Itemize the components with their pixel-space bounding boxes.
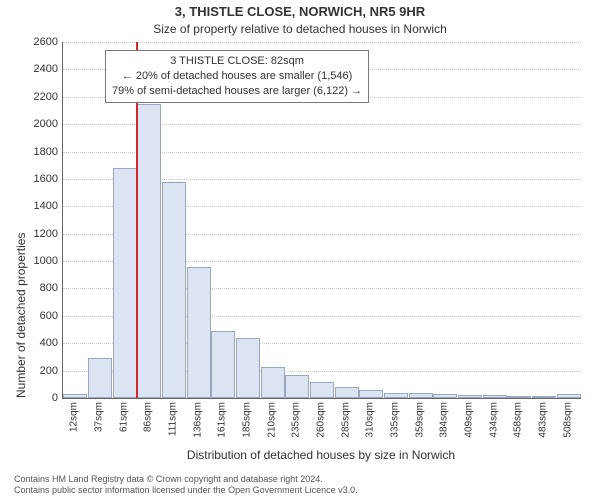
y-tick-label: 0 [18, 392, 58, 404]
y-tick-label: 200 [18, 365, 58, 377]
gridline [63, 42, 581, 43]
x-tick-label: 434sqm [488, 402, 499, 438]
histogram-bar [409, 393, 433, 398]
histogram-bar [88, 358, 112, 398]
y-tick-label: 1600 [18, 173, 58, 185]
histogram-bar [285, 375, 309, 398]
x-tick-label: 185sqm [242, 402, 253, 438]
chart-title-main: 3, THISTLE CLOSE, NORWICH, NR5 9HR [0, 4, 600, 19]
y-tick-label: 1800 [18, 146, 58, 158]
histogram-bar [483, 395, 507, 398]
y-tick-label: 2200 [18, 91, 58, 103]
histogram-bar [458, 395, 482, 398]
histogram-bar [137, 104, 161, 398]
y-tick-label: 400 [18, 337, 58, 349]
histogram-bar [433, 394, 457, 398]
histogram-bar [187, 267, 211, 398]
histogram-bar [310, 382, 334, 398]
property-annotation-box: 3 THISTLE CLOSE: 82sqm ← 20% of detached… [105, 50, 369, 103]
histogram-bar [507, 396, 531, 398]
x-tick-label: 335sqm [390, 402, 401, 438]
credits-line-1: Contains HM Land Registry data © Crown c… [14, 474, 358, 485]
x-tick-label: 61sqm [118, 402, 129, 432]
x-tick-label: 235sqm [291, 402, 302, 438]
x-tick-label: 210sqm [266, 402, 277, 438]
x-tick-label: 458sqm [513, 402, 524, 438]
annotation-line-3: 79% of semi-detached houses are larger (… [112, 84, 362, 99]
histogram-bar [384, 393, 408, 398]
histogram-bar [359, 390, 383, 398]
annotation-line-1: 3 THISTLE CLOSE: 82sqm [112, 54, 362, 69]
x-tick-label: 12sqm [69, 402, 80, 432]
x-tick-label: 310sqm [365, 402, 376, 438]
x-tick-label: 384sqm [439, 402, 450, 438]
x-tick-label: 161sqm [217, 402, 228, 438]
annotation-line-2: ← 20% of detached houses are smaller (1,… [112, 69, 362, 84]
histogram-bar [557, 394, 581, 398]
y-tick-label: 1200 [18, 228, 58, 240]
chart-title-sub: Size of property relative to detached ho… [0, 22, 600, 36]
y-tick-label: 1000 [18, 255, 58, 267]
y-tick-label: 800 [18, 282, 58, 294]
histogram-bar [63, 394, 87, 398]
histogram-bar [236, 338, 260, 398]
y-tick-label: 2600 [18, 36, 58, 48]
y-tick-label: 2400 [18, 63, 58, 75]
x-axis-label: Distribution of detached houses by size … [62, 448, 580, 462]
histogram-bar [532, 396, 556, 398]
x-tick-label: 483sqm [538, 402, 549, 438]
x-tick-label: 260sqm [316, 402, 327, 438]
x-tick-label: 508sqm [562, 402, 573, 438]
histogram-bar [211, 331, 235, 398]
x-tick-label: 136sqm [192, 402, 203, 438]
histogram-bar [261, 367, 285, 398]
x-tick-label: 285sqm [340, 402, 351, 438]
x-tick-label: 37sqm [94, 402, 105, 432]
histogram-bar [335, 387, 359, 398]
y-tick-label: 2000 [18, 118, 58, 130]
x-tick-label: 86sqm [143, 402, 154, 432]
histogram-bar [162, 182, 186, 398]
credits-line-2: Contains public sector information licen… [14, 485, 358, 496]
x-tick-label: 409sqm [464, 402, 475, 438]
credits-text: Contains HM Land Registry data © Crown c… [14, 474, 358, 497]
x-tick-label: 359sqm [414, 402, 425, 438]
y-tick-label: 600 [18, 310, 58, 322]
histogram-bar [113, 168, 137, 398]
y-tick-label: 1400 [18, 200, 58, 212]
x-tick-label: 111sqm [168, 402, 179, 436]
